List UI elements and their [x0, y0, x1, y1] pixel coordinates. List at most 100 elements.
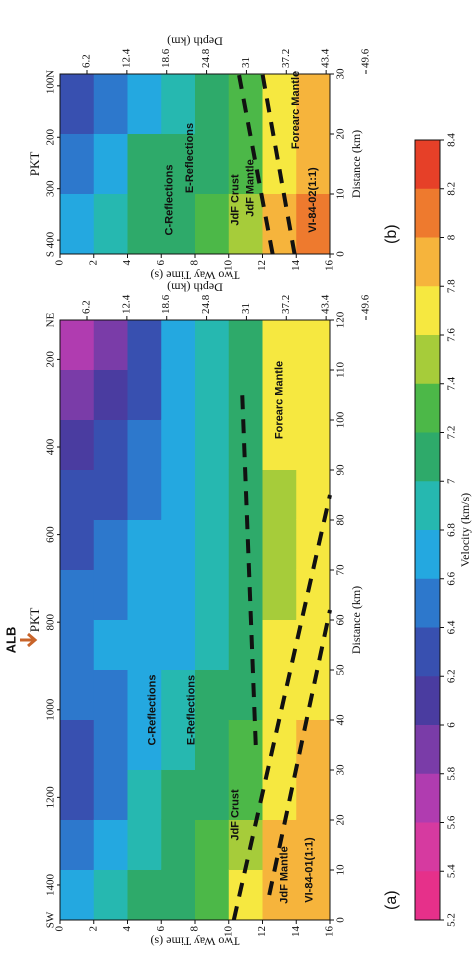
y2-tick-label: 24.8 — [200, 48, 212, 68]
velocity-cell — [296, 319, 331, 370]
y-tick-label: 16 — [324, 926, 336, 938]
y-tick-label: 4 — [121, 926, 133, 932]
velocity-cell — [195, 819, 230, 870]
velocity-cell — [93, 719, 128, 770]
colorbar-bin — [415, 529, 440, 579]
velocity-cell — [195, 569, 230, 620]
velocity-cell — [262, 669, 297, 720]
velocity-cell — [161, 819, 196, 870]
velocity-cell — [228, 669, 263, 720]
colorbar-bin — [415, 432, 440, 482]
velocity-cell — [60, 419, 95, 470]
annotation: JdF Mantle — [245, 159, 257, 216]
velocity-cell — [195, 469, 230, 520]
velocity-cell — [161, 419, 196, 470]
colorbar-bin — [415, 724, 440, 774]
velocity-cell — [296, 869, 331, 920]
velocity-cell — [60, 569, 95, 620]
velocity-cell — [195, 73, 230, 134]
velocity-cell — [127, 519, 162, 570]
y2-tick-label: 18.6 — [160, 48, 172, 68]
velocity-cell — [127, 719, 162, 770]
velocity-cell — [296, 819, 331, 870]
y2-tick-label: 12.4 — [120, 48, 132, 68]
velocity-cell — [296, 469, 331, 520]
velocity-cell — [127, 469, 162, 520]
x-tick-label: 10 — [335, 864, 347, 876]
colorbar-bin — [415, 870, 440, 920]
colorbar-bin — [415, 139, 440, 189]
colorbar-tick-label: 7.4 — [446, 376, 458, 390]
y2-tick-label: 43.4 — [320, 294, 332, 314]
colorbar-tick-label: 6.2 — [446, 669, 458, 683]
pkt-tick-label: 100 — [45, 77, 57, 94]
y2-tick-label: 37.2 — [280, 295, 292, 314]
velocity-cell — [60, 519, 95, 570]
velocity-cell — [93, 73, 128, 134]
velocity-cell — [296, 73, 331, 134]
y2-tick-label: 49.6 — [360, 48, 372, 68]
y2-tick-label: 37.2 — [280, 49, 292, 68]
colorbar-tick-label: 7.6 — [446, 328, 458, 342]
slab-dash — [231, 494, 332, 921]
y-tick-label: 2 — [87, 926, 99, 932]
colorbar-bin — [415, 822, 440, 872]
alb-label: ALB — [3, 627, 18, 654]
y-tick-label: 0 — [54, 926, 66, 932]
y-tick-label: 8 — [189, 260, 201, 266]
colorbar-bin — [415, 188, 440, 238]
velocity-cell — [93, 619, 128, 670]
velocity-cell — [228, 569, 263, 620]
colorbar-tick-label: 5.2 — [446, 913, 458, 927]
velocity-cell — [195, 193, 230, 254]
velocity-cell — [60, 319, 95, 370]
velocity-cell — [161, 469, 196, 520]
velocity-cell — [296, 369, 331, 420]
panel-label: (b) — [383, 224, 400, 244]
pkt-tick-label: 1200 — [45, 786, 57, 809]
colorbar-tick-label: 6.8 — [446, 523, 458, 537]
colorbar-tick-label: 8 — [446, 234, 458, 240]
slab-dash — [267, 609, 332, 896]
colorbar-bin — [415, 334, 440, 384]
colorbar-title: Velocity (km/s) — [458, 493, 472, 567]
colorbar-tick-label: 8.4 — [446, 133, 458, 147]
velocity-cell — [195, 319, 230, 370]
x-tick-label: 0 — [335, 251, 347, 257]
x-tick-label: 20 — [335, 814, 347, 826]
colorbar-bin — [415, 237, 440, 287]
velocity-cell — [127, 193, 162, 254]
y2-tick-label: 18.6 — [160, 294, 172, 314]
annotation: VI-84-01(1:1) — [304, 837, 316, 903]
velocity-cell — [228, 819, 263, 870]
y-tick-label: 14 — [290, 926, 302, 938]
pkt-tick-label: 600 — [45, 526, 57, 543]
velocity-cell — [228, 619, 263, 670]
velocity-cell — [161, 769, 196, 820]
velocity-cell — [262, 133, 297, 194]
annotation: VI-84-02(1:1) — [307, 167, 319, 233]
pkt-end-label: N — [45, 70, 57, 78]
y-tick-label: 14 — [290, 260, 302, 272]
y2-tick-label: 49.6 — [360, 294, 372, 314]
pkt-tick-label: 800 — [45, 613, 57, 630]
velocity-cell — [195, 133, 230, 194]
y2-tick-label: 24.8 — [200, 294, 212, 314]
pkt-tick-label: 400 — [45, 231, 57, 248]
velocity-cell — [195, 619, 230, 670]
y-tick-label: 12 — [256, 260, 268, 271]
pkt-axis-title: PKT — [27, 608, 42, 633]
velocity-cell — [127, 319, 162, 370]
velocity-cell — [195, 419, 230, 470]
velocity-cell — [228, 719, 263, 770]
pkt-axis-title: PKT — [27, 152, 42, 177]
pkt-tick-label: 300 — [45, 180, 57, 197]
x-tick-label: 100 — [335, 411, 347, 428]
x-tick-label: 90 — [335, 464, 347, 476]
y2-tick-label: 6.2 — [81, 54, 93, 68]
velocity-cell — [262, 619, 297, 670]
velocity-cell — [60, 769, 95, 820]
velocity-cell — [161, 719, 196, 770]
velocity-cell — [127, 419, 162, 470]
